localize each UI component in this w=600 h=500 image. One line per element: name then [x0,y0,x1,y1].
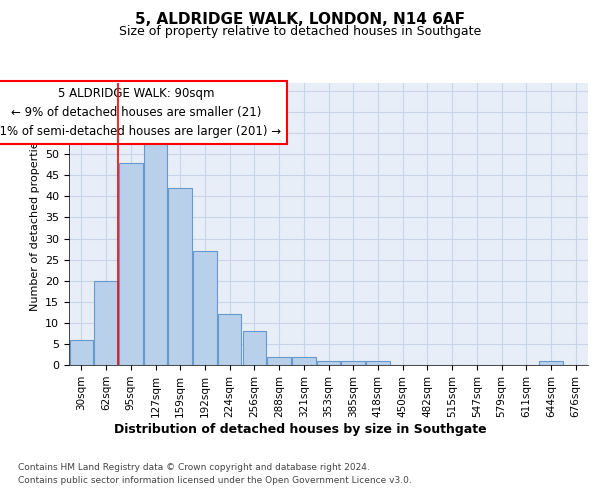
Bar [341,361,365,365]
Bar [193,251,217,365]
Bar [119,162,143,365]
Bar [317,361,340,365]
Bar [94,280,118,365]
Bar [268,356,291,365]
Bar [539,361,563,365]
Bar [366,361,389,365]
Text: 5 ALDRIDGE WALK: 90sqm
← 9% of detached houses are smaller (21)
91% of semi-deta: 5 ALDRIDGE WALK: 90sqm ← 9% of detached … [0,86,281,138]
Bar [242,332,266,365]
Text: 5, ALDRIDGE WALK, LONDON, N14 6AF: 5, ALDRIDGE WALK, LONDON, N14 6AF [135,12,465,28]
Y-axis label: Number of detached properties: Number of detached properties [29,136,40,312]
Bar [144,142,167,365]
Bar [169,188,192,365]
Bar [292,356,316,365]
Text: Size of property relative to detached houses in Southgate: Size of property relative to detached ho… [119,25,481,38]
Bar [218,314,241,365]
Text: Distribution of detached houses by size in Southgate: Distribution of detached houses by size … [113,422,487,436]
Bar [70,340,93,365]
Text: Contains HM Land Registry data © Crown copyright and database right 2024.: Contains HM Land Registry data © Crown c… [18,462,370,471]
Text: Contains public sector information licensed under the Open Government Licence v3: Contains public sector information licen… [18,476,412,485]
